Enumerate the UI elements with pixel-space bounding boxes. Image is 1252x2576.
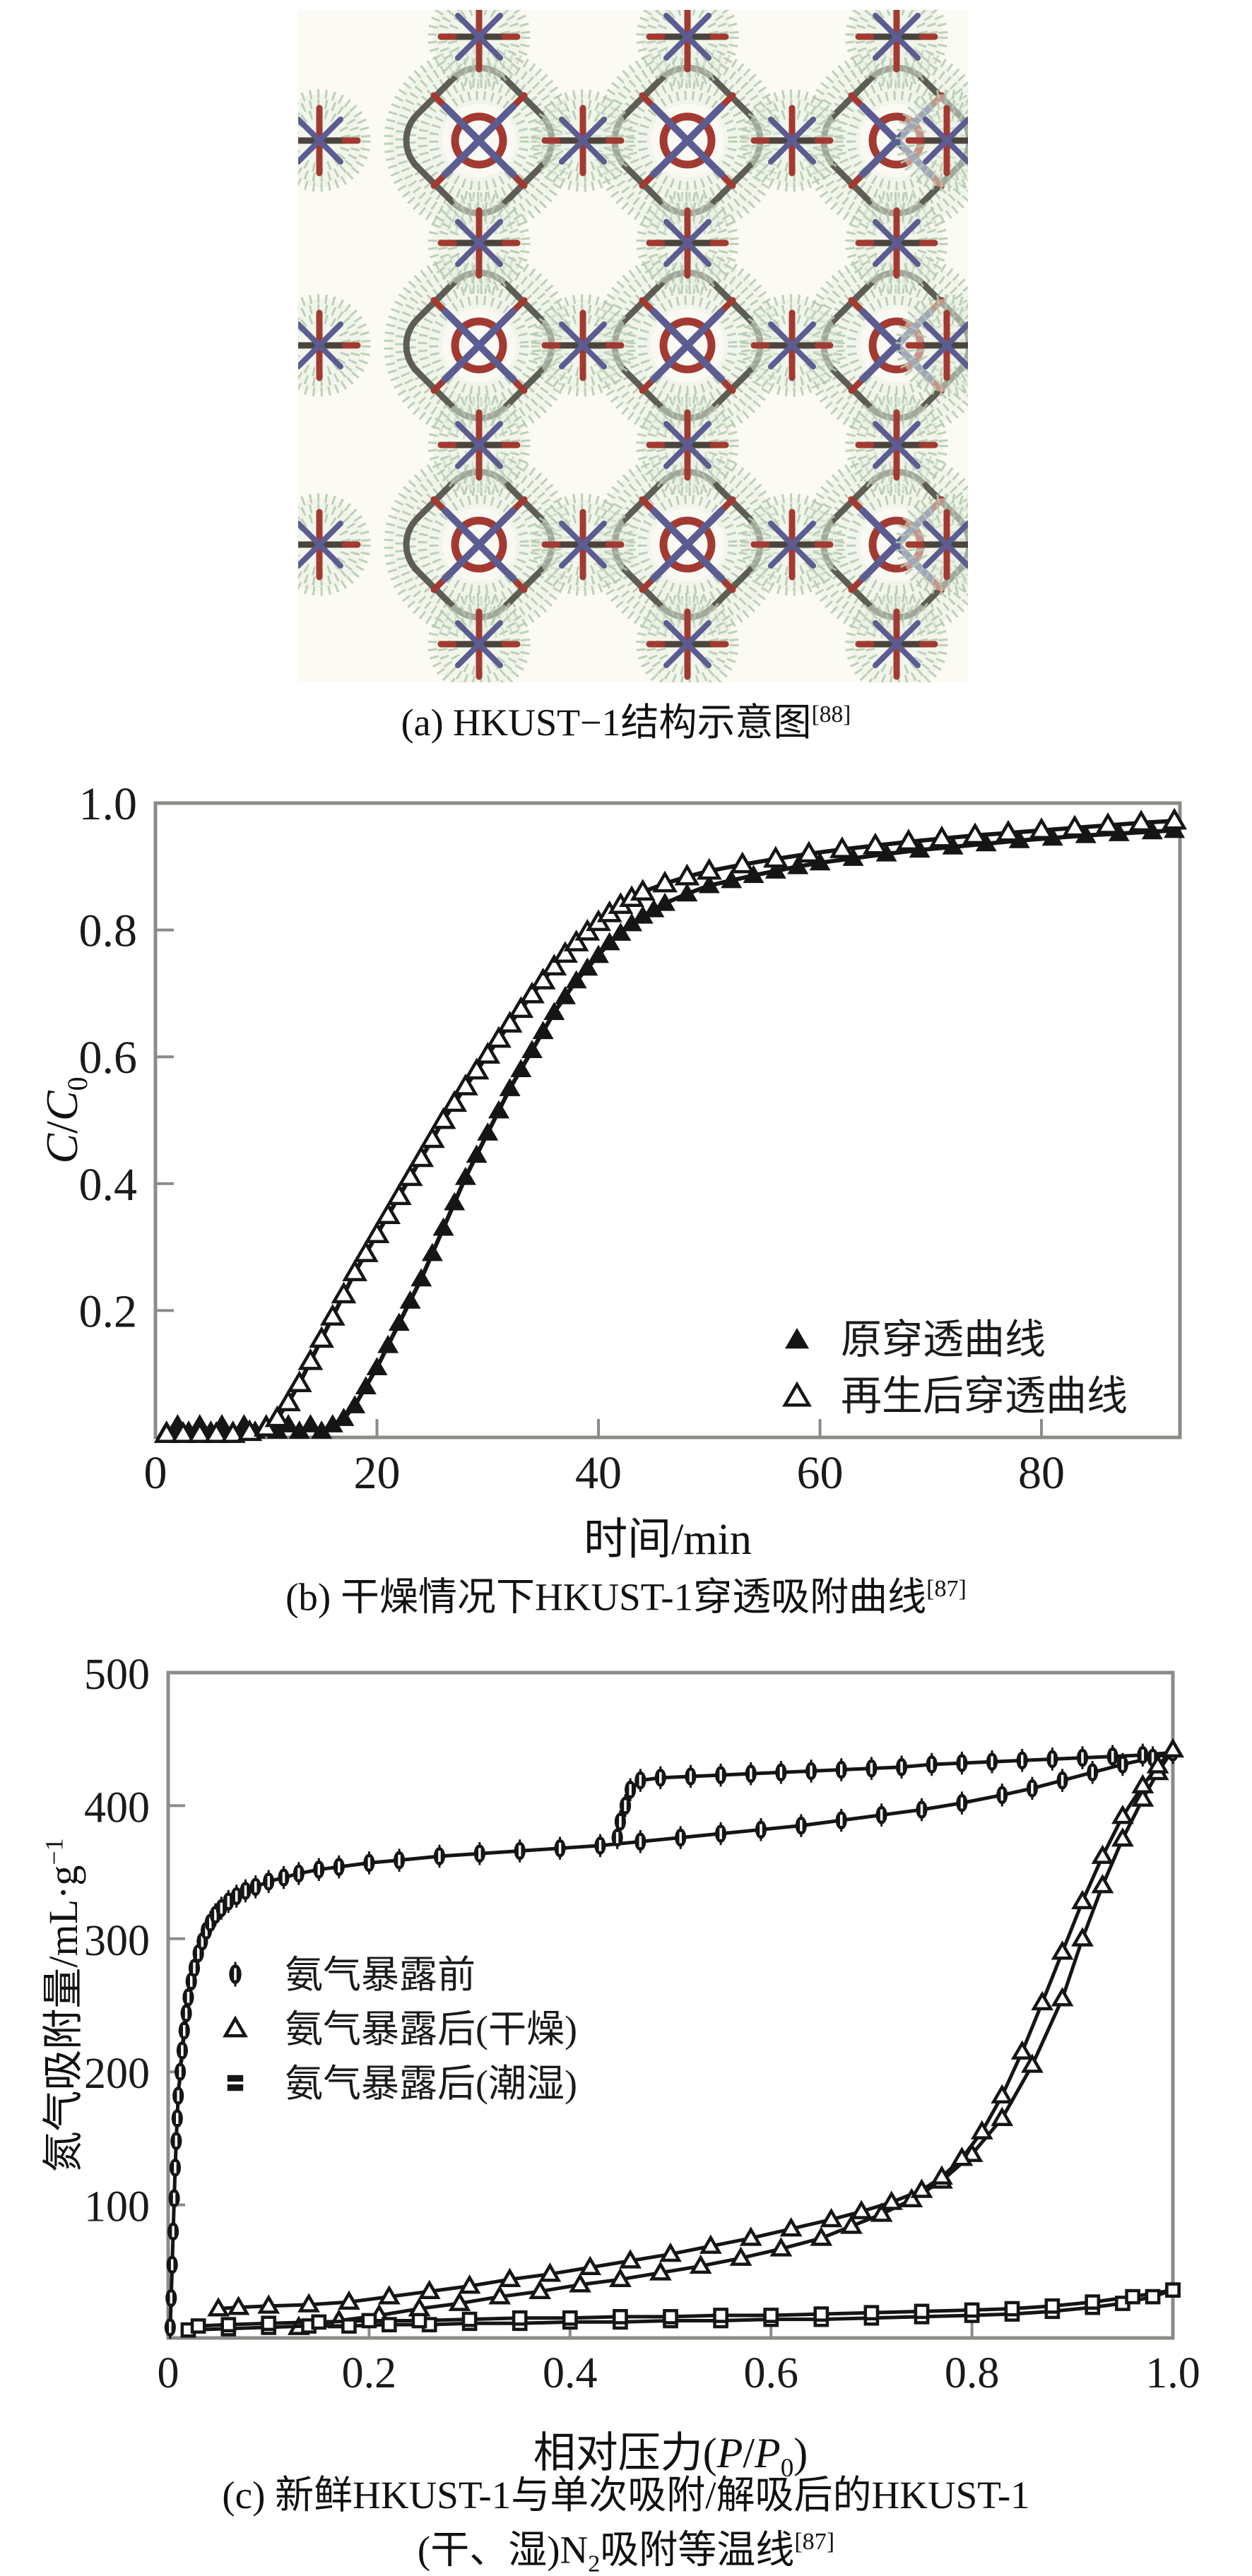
legend-label: 氨气暴露后(潮湿) (285, 2062, 577, 2105)
series-1 (207, 1738, 1184, 2335)
x-tick-label: 40 (575, 1447, 622, 1499)
plot-box (166, 1670, 1175, 2340)
plot-box (153, 801, 1182, 1440)
x-tick-label: 80 (1018, 1447, 1065, 1499)
legend-item-2: 氨气暴露后(潮湿) (227, 2062, 577, 2105)
panel-c-y-axis-label: 氮气吸附量/mL·g−1 (40, 1838, 86, 2173)
y-tick-label: 0.6 (79, 1032, 138, 1084)
panel-c-caption-line2: (干、湿)N2吸附等温线[87] (417, 2528, 835, 2576)
series-2 (180, 2282, 1181, 2338)
y-tick-label: 200 (84, 2050, 150, 2098)
legend-item-1: 氨气暴露后(干燥) (223, 2008, 577, 2050)
legend-item-0: 原穿透曲线 (785, 1317, 1046, 1363)
x-tick-label: 0 (158, 2349, 179, 2397)
legend-label: 原穿透曲线 (841, 1317, 1046, 1363)
x-tick-label: 0.8 (945, 2349, 1000, 2397)
x-tick-label: 0.2 (342, 2349, 397, 2397)
y-tick-label: 500 (84, 1653, 150, 1699)
series-1 (153, 807, 1188, 1443)
hkust-1-structure-image (298, 10, 968, 682)
y-tick-label: 400 (84, 1783, 150, 1832)
series-0 (164, 1740, 1179, 2339)
x-tick-label: 0 (144, 1447, 167, 1499)
x-tick-label: 20 (354, 1447, 401, 1499)
y-tick-label: 0.2 (79, 1286, 138, 1337)
legend-label: 氨气暴露后(干燥) (285, 2008, 577, 2050)
x-tick-label: 1.0 (1145, 2349, 1200, 2397)
legend-label: 再生后穿透曲线 (841, 1373, 1128, 1419)
y-tick-label: 1.0 (79, 778, 138, 830)
y-axis-ticks: 0.2 0.4 0.6 0.8 1.0 (79, 778, 174, 1337)
panel-c-x-axis-label: 相对压力(P/P0) (533, 2430, 808, 2483)
x-axis-ticks: 0 0.2 0.4 0.6 0.8 1.0 (158, 2321, 1200, 2397)
y-tick-label: 100 (84, 2183, 150, 2231)
panel-c-chart: 0 0.2 0.4 0.6 0.8 1.0100200300400500氨气暴露前氨气暴露… (84, 1653, 1200, 2397)
panel-b-caption: (b) 干燥情况下HKUST-1穿透吸附曲线[87] (285, 1575, 967, 1619)
framework-pattern (298, 10, 968, 682)
legend-item-1: 再生后穿透曲线 (782, 1373, 1128, 1419)
panel-a-caption: (a) HKUST−1结构示意图[88] (401, 701, 851, 744)
panel-b-x-axis-label: 时间/min (584, 1516, 752, 1564)
x-tick-label: 0.4 (543, 2349, 598, 2397)
panel-b-y-axis-label: C/C0 (37, 1076, 93, 1164)
panel-c-caption-line1: (c) 新鲜HKUST-1与单次吸附/解吸后的HKUST-1 (222, 2474, 1030, 2517)
x-tick-label: 60 (797, 1447, 844, 1499)
y-tick-label: 300 (84, 1917, 150, 1965)
x-tick-label: 0.6 (743, 2349, 798, 2397)
legend-label: 氨气暴露前 (285, 1954, 476, 1996)
y-tick-label: 0.4 (79, 1159, 138, 1211)
y-tick-label: 0.8 (79, 906, 138, 957)
legend-item-0: 氨气暴露前 (229, 1954, 476, 1996)
y-axis-ticks: 100 200 300 400 500 (84, 1653, 185, 2231)
x-axis-ticks: 0 20 40 60 80 (144, 1419, 1065, 1499)
